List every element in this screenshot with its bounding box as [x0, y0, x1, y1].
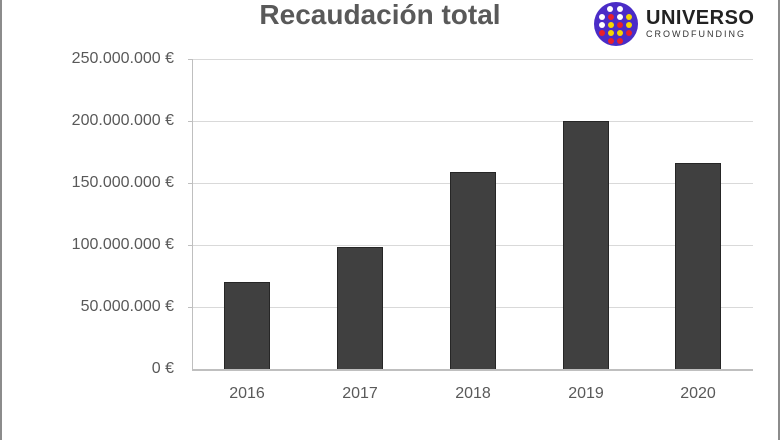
bar-2018 [450, 172, 496, 370]
logo-name: UNIVERSO [646, 7, 755, 29]
y-tick-mark [188, 121, 192, 122]
gridline [192, 59, 753, 60]
y-tick-label: 50.000.000 € [80, 298, 174, 315]
y-axis-line [192, 59, 193, 370]
frame-border-right [778, 0, 780, 440]
x-tick-label: 2018 [455, 385, 491, 402]
bar-2017 [337, 247, 383, 370]
logo-dots-icon [594, 2, 638, 46]
x-axis-line [192, 369, 753, 371]
x-tick-label: 2019 [568, 385, 604, 402]
y-tick-label: 100.000.000 € [71, 236, 174, 253]
y-tick-label: 200.000.000 € [71, 112, 174, 129]
x-tick-label: 2017 [342, 385, 378, 402]
y-tick-label: 150.000.000 € [71, 174, 174, 191]
bar-2019 [563, 121, 609, 370]
y-tick-label: 0 € [151, 360, 174, 377]
bar-2016 [224, 282, 270, 370]
bar-2020 [675, 163, 721, 370]
x-tick-label: 2016 [229, 385, 265, 402]
y-tick-mark [188, 245, 192, 246]
y-tick-mark [188, 307, 192, 308]
gridline [192, 121, 753, 122]
universo-crowdfunding-logo: UNIVERSO CROWDFUNDING [594, 2, 754, 46]
chart-title: Recaudación total [259, 0, 501, 30]
y-tick-label: 250.000.000 € [71, 50, 174, 67]
frame-border-left [0, 0, 2, 440]
logo-tagline: CROWDFUNDING [646, 29, 746, 39]
y-tick-mark [188, 183, 192, 184]
y-tick-mark [188, 59, 192, 60]
x-tick-label: 2020 [680, 385, 716, 402]
